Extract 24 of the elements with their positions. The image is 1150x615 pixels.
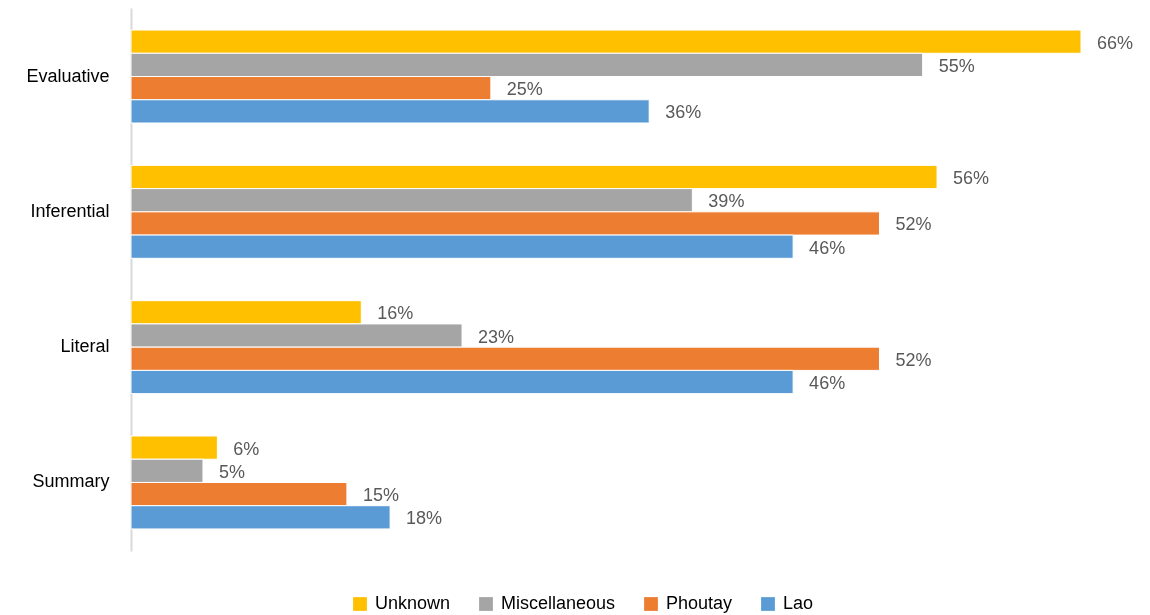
data-label: 55% bbox=[938, 55, 975, 76]
data-label: 15% bbox=[362, 485, 399, 506]
data-label: 46% bbox=[809, 373, 846, 394]
legend-label: Unknown bbox=[375, 593, 451, 613]
legend-label: Miscellaneous bbox=[501, 593, 616, 613]
data-label: 66% bbox=[1097, 32, 1134, 53]
data-label: 46% bbox=[809, 237, 846, 258]
y-tick-label: Summary bbox=[32, 471, 110, 492]
data-label: 18% bbox=[406, 508, 443, 529]
legend-label: Lao bbox=[783, 593, 814, 613]
data-label: 25% bbox=[506, 79, 543, 100]
y-tick-label: Literal bbox=[60, 336, 110, 357]
data-label: 52% bbox=[895, 349, 932, 370]
data-label: 52% bbox=[895, 214, 932, 235]
legend-label: Phoutay bbox=[666, 593, 733, 613]
y-tick-label: Inferential bbox=[30, 200, 110, 221]
data-label: 16% bbox=[377, 303, 414, 324]
data-label: 36% bbox=[665, 102, 702, 123]
data-label: 39% bbox=[708, 191, 745, 212]
data-label: 56% bbox=[953, 167, 990, 188]
data-label: 5% bbox=[218, 461, 245, 482]
data-label: 23% bbox=[478, 326, 515, 347]
y-tick-label: Evaluative bbox=[26, 65, 110, 86]
data-label: 6% bbox=[233, 438, 260, 459]
